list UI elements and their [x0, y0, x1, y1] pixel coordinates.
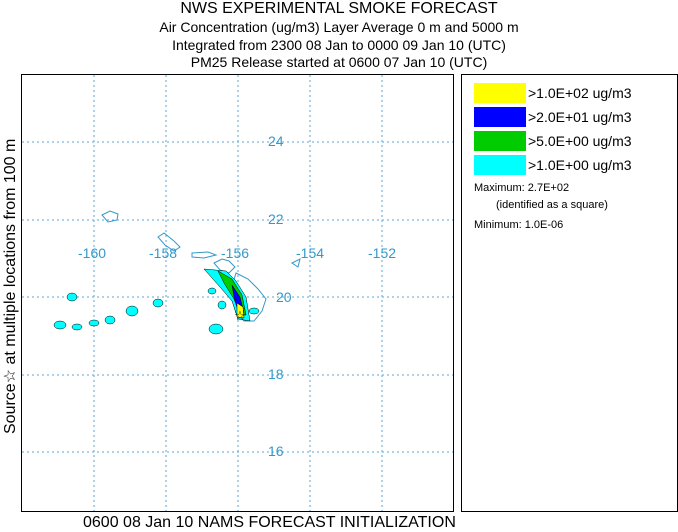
plume-patch [66, 292, 78, 302]
kauai-island [101, 210, 119, 223]
lat-label-16: 16 [268, 443, 284, 459]
plume-patch [88, 319, 100, 327]
plume-patch [208, 323, 224, 335]
lat-label-20: 20 [276, 289, 292, 305]
minimum-value: Minimum: 1.0E-06 [474, 219, 564, 231]
legend-entry: >5.0E+00 ug/m3 [474, 131, 674, 151]
release-info: PM25 Release started at 0600 07 Jan 10 (… [190, 54, 488, 70]
coast-fragment [291, 258, 301, 268]
legend-label: >1.0E+02 ug/m3 [528, 85, 632, 101]
source-side-label: Source☆ at multiple locations from 100 m [2, 138, 19, 434]
legend-entry: >1.0E+00 ug/m3 [474, 155, 674, 175]
forecast-title: NWS EXPERIMENTAL SMOKE FORECAST [180, 0, 498, 17]
molokai-island [191, 251, 218, 259]
plume-patch [207, 287, 217, 295]
smoke-plume: ☆ [53, 268, 260, 335]
plume-patch [53, 320, 67, 330]
smoke-map: ☆ 24 22 20 18 16 -160 -158 -156 -154 -15… [21, 74, 454, 512]
lon-label-160: -160 [78, 245, 107, 261]
integration-period: Integrated from 2300 08 Jan to 0000 09 J… [172, 37, 506, 53]
plume-patch [248, 307, 260, 315]
plume-patch [152, 298, 164, 308]
legend-swatch-blue [474, 107, 526, 127]
concentration-subtitle: Air Concentration (ug/m3) Layer Average … [159, 19, 519, 35]
maximum-note: (identified as a square) [496, 199, 608, 211]
plume-patch [217, 300, 227, 310]
lon-label-156: -156 [221, 245, 250, 261]
legend-label: >5.0E+00 ug/m3 [528, 133, 632, 149]
legend-swatch-green [474, 131, 526, 151]
lon-label-152: -152 [368, 245, 397, 261]
oahu-island [157, 232, 181, 252]
lat-label-18: 18 [268, 366, 284, 382]
legend-entry: >2.0E+01 ug/m3 [474, 107, 674, 127]
plume-patch [104, 315, 116, 325]
maui-island [213, 258, 236, 274]
concentration-legend: >1.0E+02 ug/m3 >2.0E+01 ug/m3 >5.0E+00 u… [461, 74, 678, 512]
plume-patch [125, 305, 139, 317]
legend-swatch-cyan [474, 155, 526, 175]
legend-swatch-yellow [474, 83, 526, 103]
lon-label-158: -158 [149, 245, 178, 261]
legend-entry: >1.0E+02 ug/m3 [474, 83, 674, 103]
map-canvas: ☆ [22, 75, 453, 511]
coastlines [101, 210, 301, 322]
lon-label-154: -154 [296, 245, 325, 261]
plume-peak-band [236, 302, 245, 319]
source-star-icon: ☆ [234, 309, 246, 324]
plume-patch [71, 323, 83, 331]
lat-label-24: 24 [268, 133, 284, 149]
lat-label-22: 22 [268, 211, 284, 227]
forecast-initialization: 0600 08 Jan 10 NAMS FORECAST INITIALIZAT… [83, 514, 456, 531]
maximum-value: Maximum: 2.7E+02 [474, 182, 570, 194]
legend-label: >2.0E+01 ug/m3 [528, 109, 632, 125]
legend-label: >1.0E+00 ug/m3 [528, 157, 632, 173]
